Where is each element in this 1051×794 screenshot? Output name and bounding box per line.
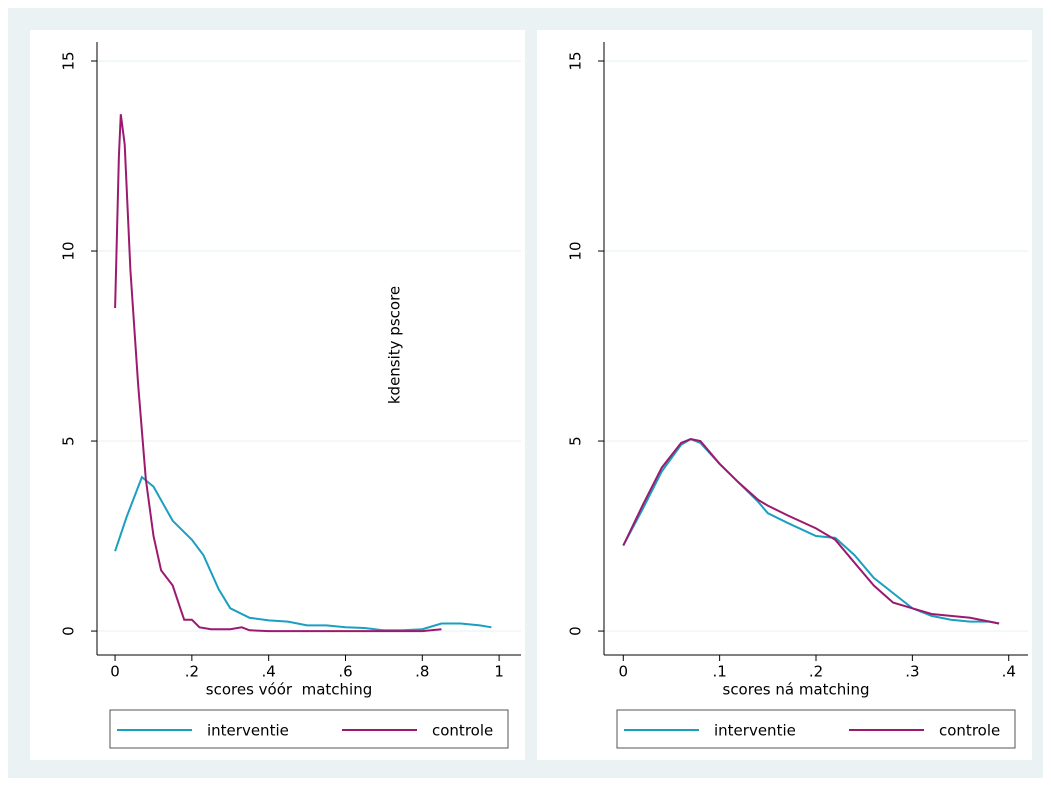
x-axis-title: scores ná matching: [723, 681, 870, 699]
x-tick-label: 1: [494, 663, 504, 681]
line: [114, 475, 492, 632]
panel: [537, 30, 1032, 760]
legend-label: interventie: [207, 722, 289, 740]
legend-label: controle: [939, 722, 1000, 740]
x-tick-label: .8: [415, 663, 429, 681]
x-tick-label: .3: [905, 663, 919, 681]
line: [114, 114, 442, 633]
x-tick-label: 0: [618, 663, 628, 681]
y-tick-label: 0: [567, 626, 585, 636]
x-tick-label: 0: [110, 663, 120, 681]
panel: [30, 30, 525, 760]
x-tick-label: .4: [262, 663, 276, 681]
x-tick-label: .2: [809, 663, 823, 681]
y-tick-label: 10: [567, 241, 585, 260]
legend-label: controle: [432, 722, 493, 740]
y-tick-label: 15: [567, 51, 585, 70]
x-tick-label: .1: [712, 663, 726, 681]
y-axis-title: kdensity pscore: [386, 286, 404, 404]
y-tick-label: 15: [60, 51, 78, 70]
y-tick-label: 0: [60, 626, 78, 636]
line: [622, 438, 1000, 625]
y-tick-label: 5: [567, 436, 585, 446]
x-tick-label: .2: [185, 663, 199, 681]
y-tick-label: 10: [60, 241, 78, 260]
x-tick-label: .4: [1002, 663, 1016, 681]
x-axis-title: scores vóór matching: [206, 681, 372, 699]
y-tick-label: 5: [60, 436, 78, 446]
x-tick-label: .6: [338, 663, 352, 681]
legend-label: interventie: [714, 722, 796, 740]
